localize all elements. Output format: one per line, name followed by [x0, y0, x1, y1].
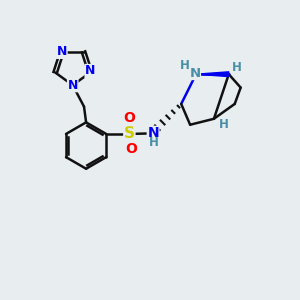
Text: N: N: [147, 126, 159, 140]
Text: O: O: [123, 112, 135, 125]
Text: H: H: [232, 61, 242, 74]
Text: N: N: [189, 67, 200, 80]
Text: N: N: [85, 64, 95, 77]
Text: H: H: [180, 59, 190, 72]
Text: N: N: [57, 45, 67, 58]
Polygon shape: [196, 72, 229, 76]
Text: H: H: [148, 136, 158, 149]
Text: S: S: [124, 127, 135, 142]
Text: O: O: [125, 142, 137, 156]
Text: N: N: [68, 79, 78, 92]
Text: H: H: [218, 118, 228, 130]
